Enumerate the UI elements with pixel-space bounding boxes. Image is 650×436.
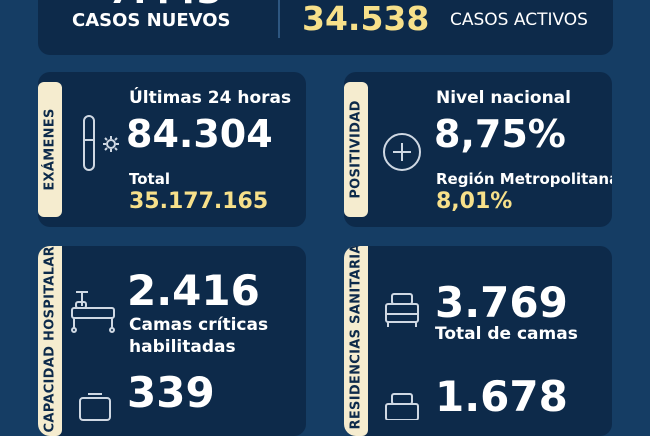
examenes-tab: EXÁMENES	[38, 82, 62, 217]
hospital-bed-icon	[71, 291, 115, 333]
bed-icon-secondary	[385, 393, 419, 420]
new-cases-value: 7.443	[108, 0, 222, 10]
residencias-tab: RESIDENCIAS SANITARIAS	[344, 246, 368, 436]
critical-beds-label: Camas críticas habilitadas	[129, 315, 269, 357]
new-cases-label: CASOS NUEVOS	[72, 10, 231, 31]
national-label: Nivel nacional	[436, 88, 571, 108]
top-divider	[278, 0, 280, 38]
positividad-tab: POSITIVIDAD	[344, 82, 368, 217]
monitor-icon	[79, 393, 111, 421]
hospital-second-value: 339	[127, 368, 215, 417]
national-value: 8,75%	[434, 112, 566, 156]
examenes-card: EXÁMENES Últimas 24 horas 84.304 Total 3…	[38, 72, 306, 227]
total-tests-label: Total	[129, 170, 170, 188]
positividad-card: POSITIVIDAD Nivel nacional 8,75% Región …	[344, 72, 612, 227]
critical-beds-value: 2.416	[127, 266, 260, 315]
last24-value: 84.304	[126, 112, 273, 156]
top-summary-card: 7.443 CASOS NUEVOS 34.538 CASOS ACTIVOS	[38, 0, 613, 55]
bed-icon	[385, 293, 419, 327]
rm-value: 8,01%	[436, 189, 513, 214]
total-tests-value: 35.177.165	[129, 189, 269, 214]
hospital-card: CAPACIDAD HOSPITALARIA 2.416 Camas críti…	[38, 246, 306, 436]
active-cases-value: 34.538	[302, 0, 430, 38]
active-cases-label: CASOS ACTIVOS	[450, 10, 588, 30]
rm-label: Región Metropolitana	[436, 170, 612, 188]
hospital-tab: CAPACIDAD HOSPITALARIA	[38, 246, 62, 436]
residencias-second-value: 1.678	[435, 372, 568, 421]
total-beds-label: Total de camas	[435, 324, 578, 344]
residencias-card: RESIDENCIAS SANITARIAS 3.769 Total de ca…	[344, 246, 612, 436]
plus-circle-icon	[383, 133, 421, 171]
test-tube-icon	[83, 115, 119, 171]
total-beds-value: 3.769	[435, 278, 568, 327]
last24-label: Últimas 24 horas	[129, 88, 292, 108]
